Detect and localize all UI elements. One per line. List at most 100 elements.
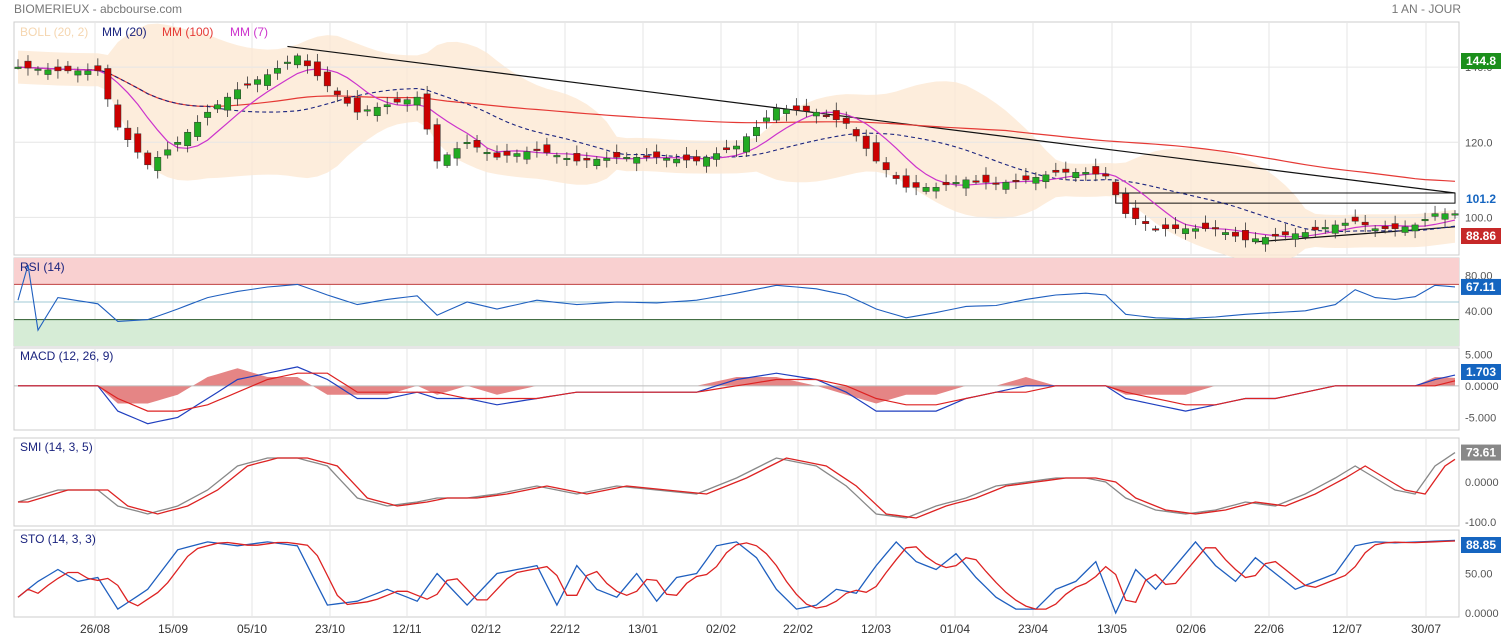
x-tick-label: 02/02 <box>706 622 736 636</box>
candle-body <box>1391 223 1399 229</box>
candle-body <box>1182 228 1190 234</box>
candle-body <box>353 97 361 113</box>
candle-body <box>114 104 122 128</box>
candle-body <box>1321 227 1329 230</box>
candle-body <box>313 61 321 77</box>
sto-value-badge-bg <box>1461 537 1501 553</box>
x-tick-label: 13/05 <box>1097 622 1127 636</box>
macd-y-tick: 5.000 <box>1465 349 1493 361</box>
candle-body <box>1202 222 1209 229</box>
candle-body <box>84 70 92 75</box>
smi-label: SMI (14, 3, 5) <box>20 440 93 454</box>
candle-body <box>653 151 661 158</box>
candle-body <box>34 68 42 71</box>
candle-body <box>882 162 890 171</box>
candle-body <box>144 152 152 166</box>
candle-body <box>214 104 222 110</box>
candle-body <box>762 117 770 122</box>
candle-body <box>743 136 750 153</box>
sto-y-tick: 0.0000 <box>1465 608 1499 620</box>
candle-body <box>184 131 192 147</box>
candle-body <box>1012 180 1020 183</box>
candle-body <box>194 121 202 137</box>
candle-body <box>553 155 561 158</box>
candle-body <box>1401 226 1409 233</box>
candle-body <box>1222 232 1229 235</box>
candle-body <box>1002 182 1010 190</box>
candle-body <box>533 148 541 151</box>
candle-body <box>1281 231 1289 236</box>
candle-body <box>14 66 22 69</box>
candle-body <box>1301 232 1309 238</box>
candle-body <box>443 154 451 166</box>
macd-y-tick: -5.000 <box>1465 412 1496 424</box>
rsi-label: RSI (14) <box>20 260 65 274</box>
candle-body <box>573 153 581 162</box>
candle-body <box>802 105 810 112</box>
candle-body <box>1172 224 1180 229</box>
macd-value-badge: 1.703 <box>1466 365 1496 379</box>
candle-body <box>633 157 641 164</box>
candle-body <box>1331 224 1339 234</box>
x-tick-label: 12/03 <box>861 622 891 636</box>
candle-body <box>274 68 281 74</box>
candle-body <box>64 65 72 72</box>
sto-label: STO (14, 3, 3) <box>20 532 96 546</box>
candle-body <box>94 65 102 72</box>
candle-body <box>44 69 52 75</box>
x-tick-label: 02/06 <box>1176 622 1206 636</box>
candle-body <box>1152 228 1160 231</box>
x-tick-label: 02/12 <box>471 622 501 636</box>
candle-body <box>1411 224 1419 232</box>
candle-body <box>643 155 651 158</box>
candle-body <box>413 96 421 106</box>
rsi-y-tick: 40.00 <box>1465 306 1493 318</box>
x-tick-label: 01/04 <box>940 622 970 636</box>
candle-body <box>1112 181 1120 196</box>
candle-body <box>204 111 212 118</box>
smi-signal-line <box>18 457 1456 519</box>
last-price-badge: 101.2 <box>1466 192 1496 206</box>
candle-body <box>423 93 431 130</box>
legend-entry: MM (100) <box>162 25 213 39</box>
x-tick-label: 13/01 <box>628 622 658 636</box>
sto-d-line <box>17 540 1456 610</box>
candle-body <box>1082 172 1090 175</box>
smi-line <box>17 452 1456 519</box>
legend-entry: BOLL (20, 2) <box>20 25 88 39</box>
candle-body <box>543 144 551 153</box>
candle-body <box>683 154 691 161</box>
legend-entry: MM (7) <box>230 25 268 39</box>
candle-body <box>483 152 491 155</box>
candle-body <box>1381 225 1389 229</box>
candle-body <box>1132 207 1140 219</box>
candle-body <box>1351 216 1359 222</box>
candle-body <box>433 124 441 162</box>
candle-body <box>244 83 251 86</box>
panel-frame-2 <box>13 347 1460 431</box>
price-y-tick: 120.0 <box>1465 137 1493 149</box>
candle-body <box>403 99 411 105</box>
candle-body <box>333 90 341 95</box>
candle-body <box>1241 230 1249 241</box>
x-tick-label: 22/06 <box>1254 622 1284 636</box>
candle-body <box>1261 237 1269 245</box>
candle-body <box>812 111 820 117</box>
x-tick-label: 22/12 <box>550 622 580 636</box>
macd-y-tick: 0.0000 <box>1465 381 1499 393</box>
candle-body <box>872 142 880 162</box>
candle-body <box>164 149 172 156</box>
candle-body <box>1062 168 1070 173</box>
candle-body <box>383 104 391 108</box>
candle-body <box>733 145 740 150</box>
candle-body <box>723 147 730 151</box>
rsi-zone <box>14 319 1459 346</box>
panel-frame-0 <box>13 21 1460 256</box>
candle-body <box>1311 226 1319 231</box>
candle-body <box>124 127 132 141</box>
panel-frame-3 <box>13 437 1460 527</box>
candle-body <box>74 70 82 76</box>
candle-body <box>792 105 800 111</box>
